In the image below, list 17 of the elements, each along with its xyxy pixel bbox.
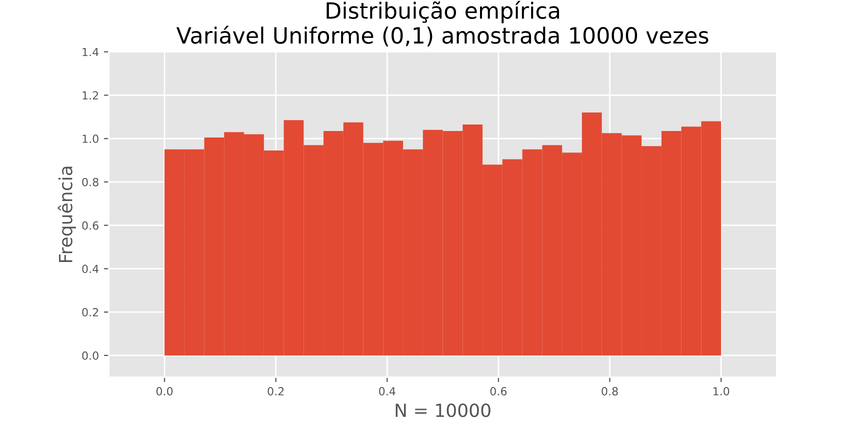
chart-title: Distribuição empírica Variável Uniforme (0,1) amostrada 10000 vezes: [176, 0, 708, 46]
y-tick-label: 0.0: [82, 351, 98, 360]
x-tick-label: 0.0: [156, 387, 173, 396]
y-tick-label: 0.2: [82, 308, 98, 316]
x-tick-label: 1.0: [713, 387, 730, 396]
y-tick-label: 1.4: [82, 48, 99, 56]
y-axis-title: Frequência: [58, 166, 76, 262]
y-tick-label: 1.0: [82, 134, 98, 143]
y-tick-label: 0.4: [82, 264, 99, 274]
x-tick-label: 0.8: [602, 387, 618, 396]
x-axis-title: N = 10000: [396, 403, 490, 418]
x-tick-label: 0.6: [490, 387, 507, 396]
y-tick-label: 0.8: [82, 178, 98, 186]
y-tick-label: 1.2: [82, 91, 98, 100]
x-tick-label: 0.4: [379, 387, 396, 396]
x-tick-label: 0.2: [268, 387, 284, 396]
y-tick-label: 0.6: [82, 221, 98, 230]
